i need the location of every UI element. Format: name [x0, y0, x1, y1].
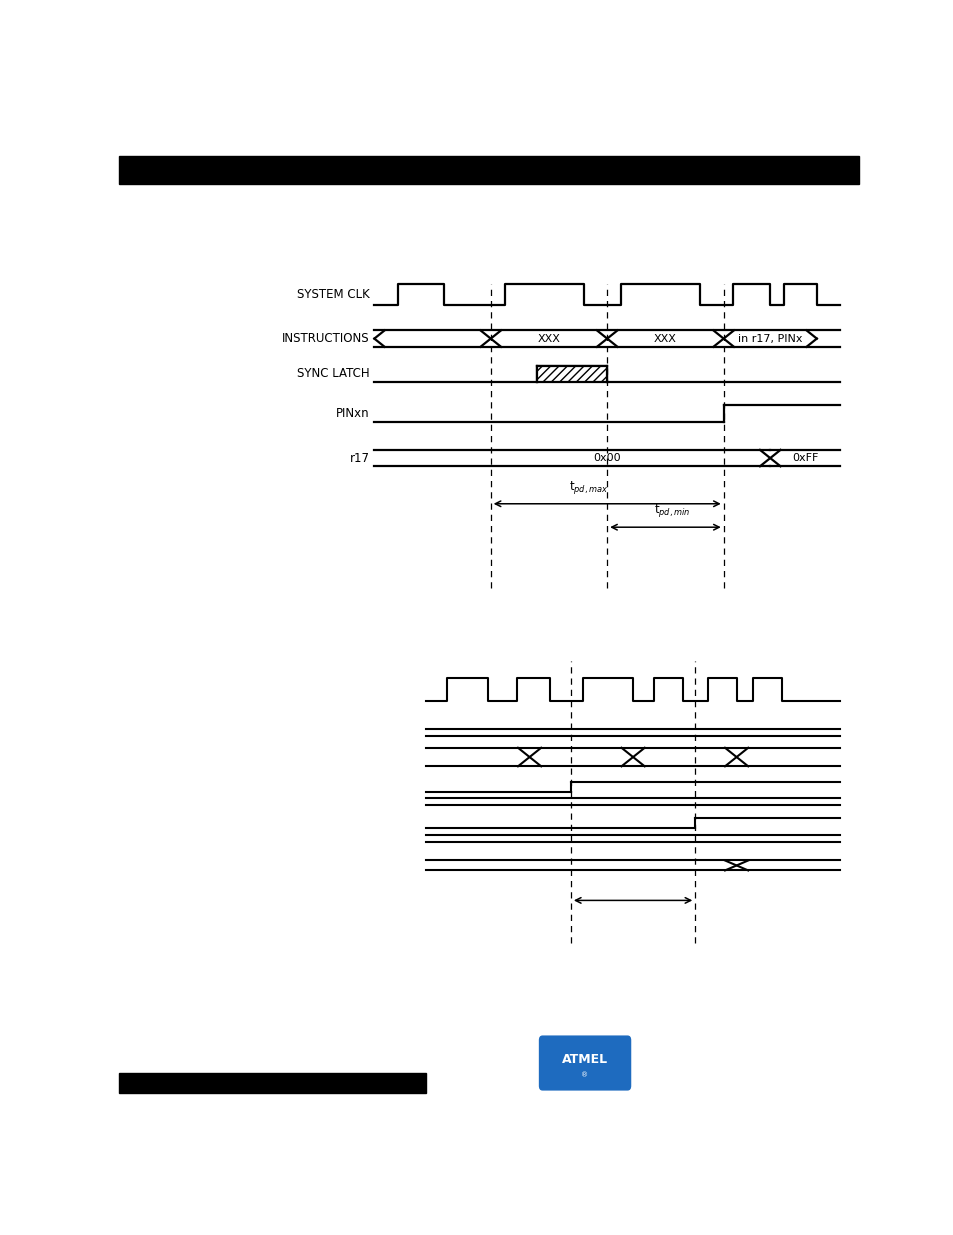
Text: in r17, PINx: in r17, PINx [738, 333, 801, 343]
Text: XXX: XXX [654, 333, 677, 343]
Text: SYSTEM CLK: SYSTEM CLK [296, 288, 369, 301]
Text: t$_{pd, min}$: t$_{pd, min}$ [654, 503, 690, 519]
Text: ®: ® [581, 1072, 588, 1078]
Text: PINxn: PINxn [335, 408, 369, 420]
Bar [119, 156, 858, 184]
Text: 0x00: 0x00 [593, 453, 620, 463]
Text: r17: r17 [350, 452, 369, 464]
Text: INSTRUCTIONS: INSTRUCTIONS [282, 332, 369, 345]
Text: t$_{pd, max}$: t$_{pd, max}$ [568, 479, 608, 495]
Text: 0xFF: 0xFF [791, 453, 818, 463]
Bar [119, 1072, 426, 1093]
Text: SYNC LATCH: SYNC LATCH [296, 367, 369, 380]
Text: ATMEL: ATMEL [561, 1052, 607, 1066]
Bar [537, 366, 606, 382]
Text: XXX: XXX [537, 333, 559, 343]
FancyBboxPatch shape [538, 1035, 631, 1091]
